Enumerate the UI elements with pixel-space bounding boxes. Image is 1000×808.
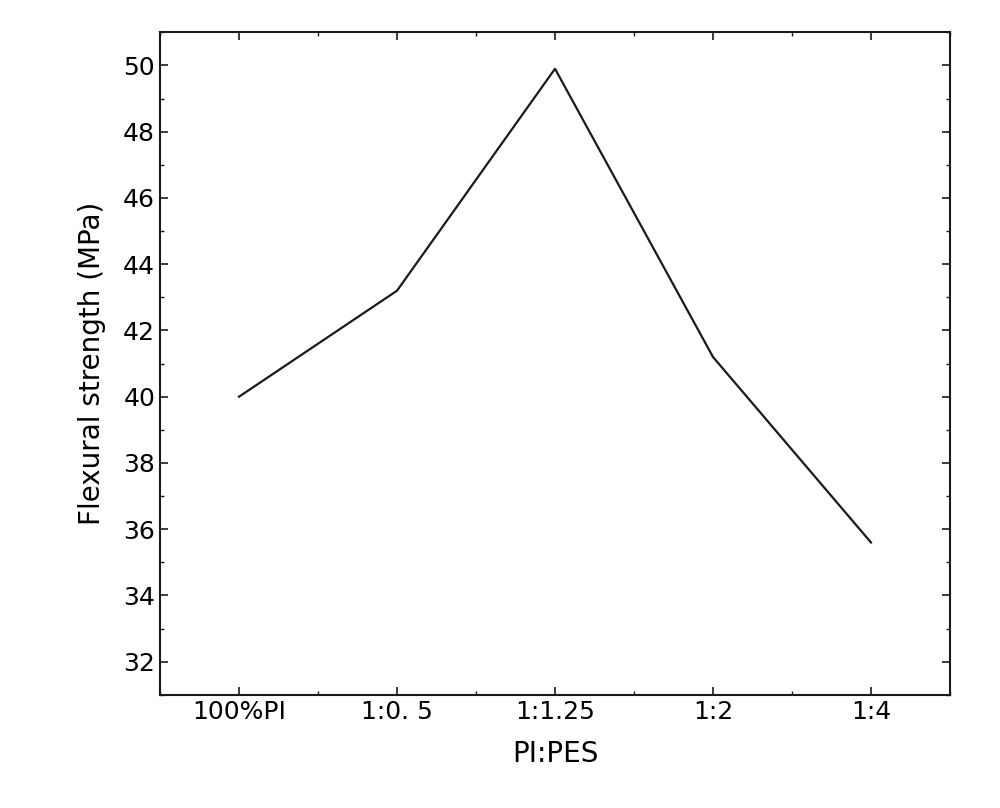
Y-axis label: Flexural strength (MPa): Flexural strength (MPa) [78, 202, 106, 525]
X-axis label: PI:PES: PI:PES [512, 740, 598, 768]
